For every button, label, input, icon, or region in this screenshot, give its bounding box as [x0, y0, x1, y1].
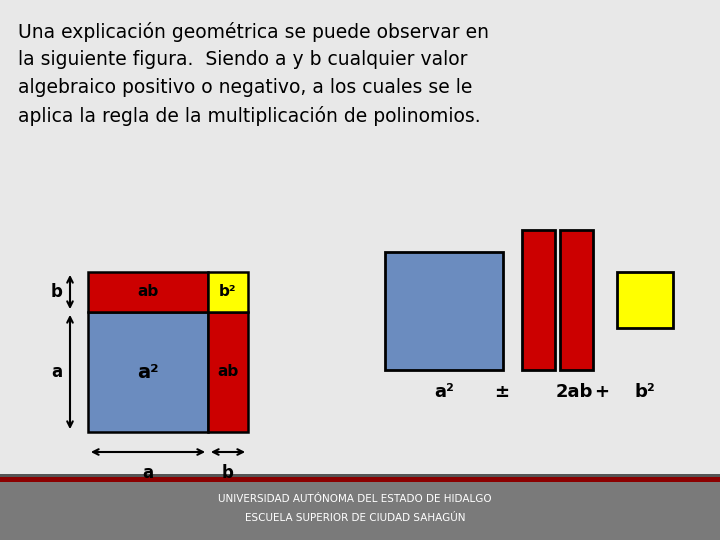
Text: a²: a² [434, 383, 454, 401]
Bar [385, 252, 503, 370]
Text: aplica la regla de la multiplicación de polinomios.: aplica la regla de la multiplicación de … [18, 106, 481, 126]
Text: 2ab: 2ab [555, 383, 593, 401]
Bar [88, 312, 208, 432]
Text: b: b [50, 283, 62, 301]
Bar [0, 477, 720, 482]
Text: a: a [51, 363, 62, 381]
Bar [208, 272, 248, 312]
Text: algebraico positivo o negativo, a los cuales se le: algebraico positivo o negativo, a los cu… [18, 78, 472, 97]
Text: b: b [222, 464, 234, 482]
Bar [0, 474, 720, 477]
Text: a²: a² [138, 362, 159, 381]
Text: UNIVERSIDAD AUTÓNOMA DEL ESTADO DE HIDALGO: UNIVERSIDAD AUTÓNOMA DEL ESTADO DE HIDAL… [218, 494, 492, 504]
Text: la siguiente figura.  Siendo a y b cualquier valor: la siguiente figura. Siendo a y b cualqu… [18, 50, 467, 69]
Text: ab: ab [138, 285, 158, 300]
Text: ab: ab [217, 364, 238, 380]
Bar [88, 272, 208, 312]
Bar [522, 230, 555, 370]
Bar [617, 272, 673, 328]
Bar [560, 230, 593, 370]
Text: Una explicación geométrica se puede observar en: Una explicación geométrica se puede obse… [18, 22, 489, 42]
Text: b²: b² [634, 383, 655, 401]
Text: +: + [595, 383, 610, 401]
Text: b²: b² [220, 285, 237, 300]
Bar [0, 482, 720, 540]
Text: ESCUELA SUPERIOR DE CIUDAD SAHAGÚN: ESCUELA SUPERIOR DE CIUDAD SAHAGÚN [245, 513, 465, 523]
Text: ±: ± [495, 383, 510, 401]
Bar [208, 312, 248, 432]
Text: a: a [143, 464, 153, 482]
